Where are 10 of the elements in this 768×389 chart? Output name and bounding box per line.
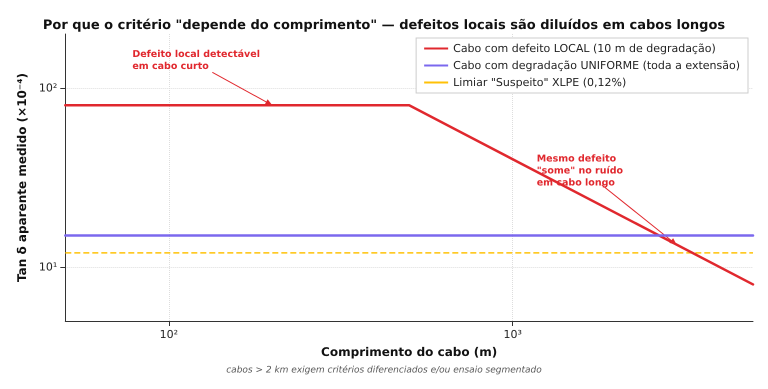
y-tick-label: 10¹ — [38, 260, 58, 274]
legend-label: Cabo com degradação UNIFORME (toda a extensão) — [453, 59, 740, 72]
y-axis-title: Tan δ aparente medido (×10⁻⁴) — [15, 73, 29, 282]
legend-label: Cabo com defeito LOCAL (10 m de degradação) — [453, 42, 716, 55]
legend-label: Limiar "Suspeito" XLPE (0,12%) — [453, 76, 626, 89]
x-axis-title: Comprimento do cabo (m) — [321, 345, 498, 359]
annotation: Defeito local detectável em cabo curto — [132, 48, 260, 72]
text: cabos > 2 km exigem critérios diferenciados e/ou ensaio segmentado — [226, 364, 542, 376]
chart-title: Por que o critério "depende do comprimento" — defeitos locais são diluídos em cabos longos — [42, 18, 726, 33]
x-tick-label: 10³ — [503, 328, 522, 341]
